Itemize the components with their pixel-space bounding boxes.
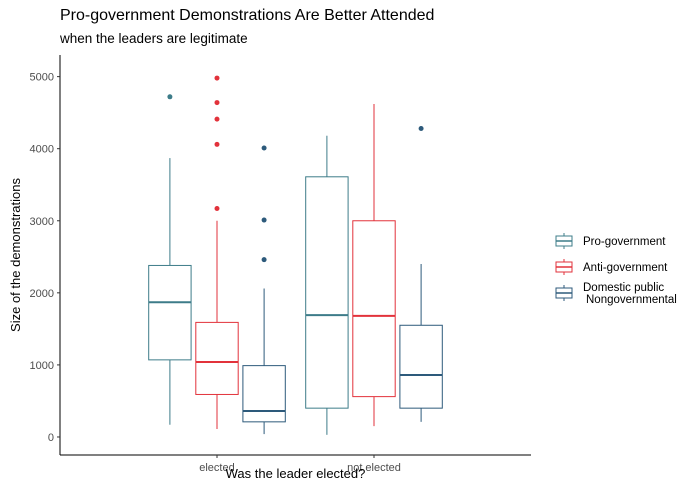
box-group: [352, 104, 396, 427]
legend-label: Domestic public Nongovernmental: [583, 282, 677, 306]
legend: Pro-government Anti-government Domestic pu…: [555, 233, 677, 306]
x-tick-label: not elected: [347, 462, 401, 474]
box-group: [399, 126, 443, 422]
outlier-point: [418, 126, 424, 132]
outlier-point: [214, 116, 220, 122]
box-rect: [242, 365, 286, 423]
box-group: [242, 145, 286, 435]
legend-label-line: Anti-government: [583, 262, 668, 274]
legend-label: Anti-government: [583, 262, 668, 274]
legend-label-line: Nongovernmental: [586, 294, 677, 306]
outlier-point: [214, 100, 220, 106]
boxes: [148, 75, 443, 435]
y-tick-label: 0: [48, 432, 54, 444]
outlier-point: [261, 257, 267, 263]
box-rect: [352, 220, 396, 398]
legend-item: Domestic public Nongovernmental: [555, 282, 677, 306]
axes: 0 1000 2000 3000 4000 5000 elected not electedW…: [8, 55, 531, 481]
y-tick-label: 3000: [30, 216, 54, 228]
outlier-point: [214, 141, 220, 147]
outlier-point: [261, 145, 267, 151]
box-group: [148, 94, 192, 425]
outlier-point: [214, 206, 220, 212]
box-rect: [305, 176, 349, 409]
y-axis-title: Size of the demonstrations: [8, 178, 23, 332]
y-tick-label: 4000: [30, 144, 54, 156]
legend-item: Anti-government: [555, 259, 668, 275]
outlier-point: [167, 94, 173, 100]
outlier-point: [261, 217, 267, 223]
chart-title: Pro-government Demonstrations Are Better…: [60, 7, 435, 24]
legend-label: Pro-government: [583, 236, 666, 248]
y-tick-label: 5000: [30, 72, 54, 84]
box-group: [305, 135, 349, 435]
legend-item: Pro-government: [555, 233, 666, 249]
x-axis-title: Was the leader elected?: [226, 466, 366, 481]
legend-label-line: Pro-government: [583, 236, 666, 248]
y-tick-label: 1000: [30, 360, 54, 372]
outlier-point: [214, 75, 220, 81]
chart-subtitle: when the leaders are legitimate: [60, 31, 248, 46]
box-rect: [399, 324, 443, 409]
y-tick-label: 2000: [30, 288, 54, 300]
box-rect: [148, 264, 192, 361]
x-tick-label: elected: [199, 462, 234, 474]
box-group: [195, 75, 239, 430]
legend-label-line: Domestic public: [583, 282, 664, 294]
box-rect: [195, 321, 239, 395]
